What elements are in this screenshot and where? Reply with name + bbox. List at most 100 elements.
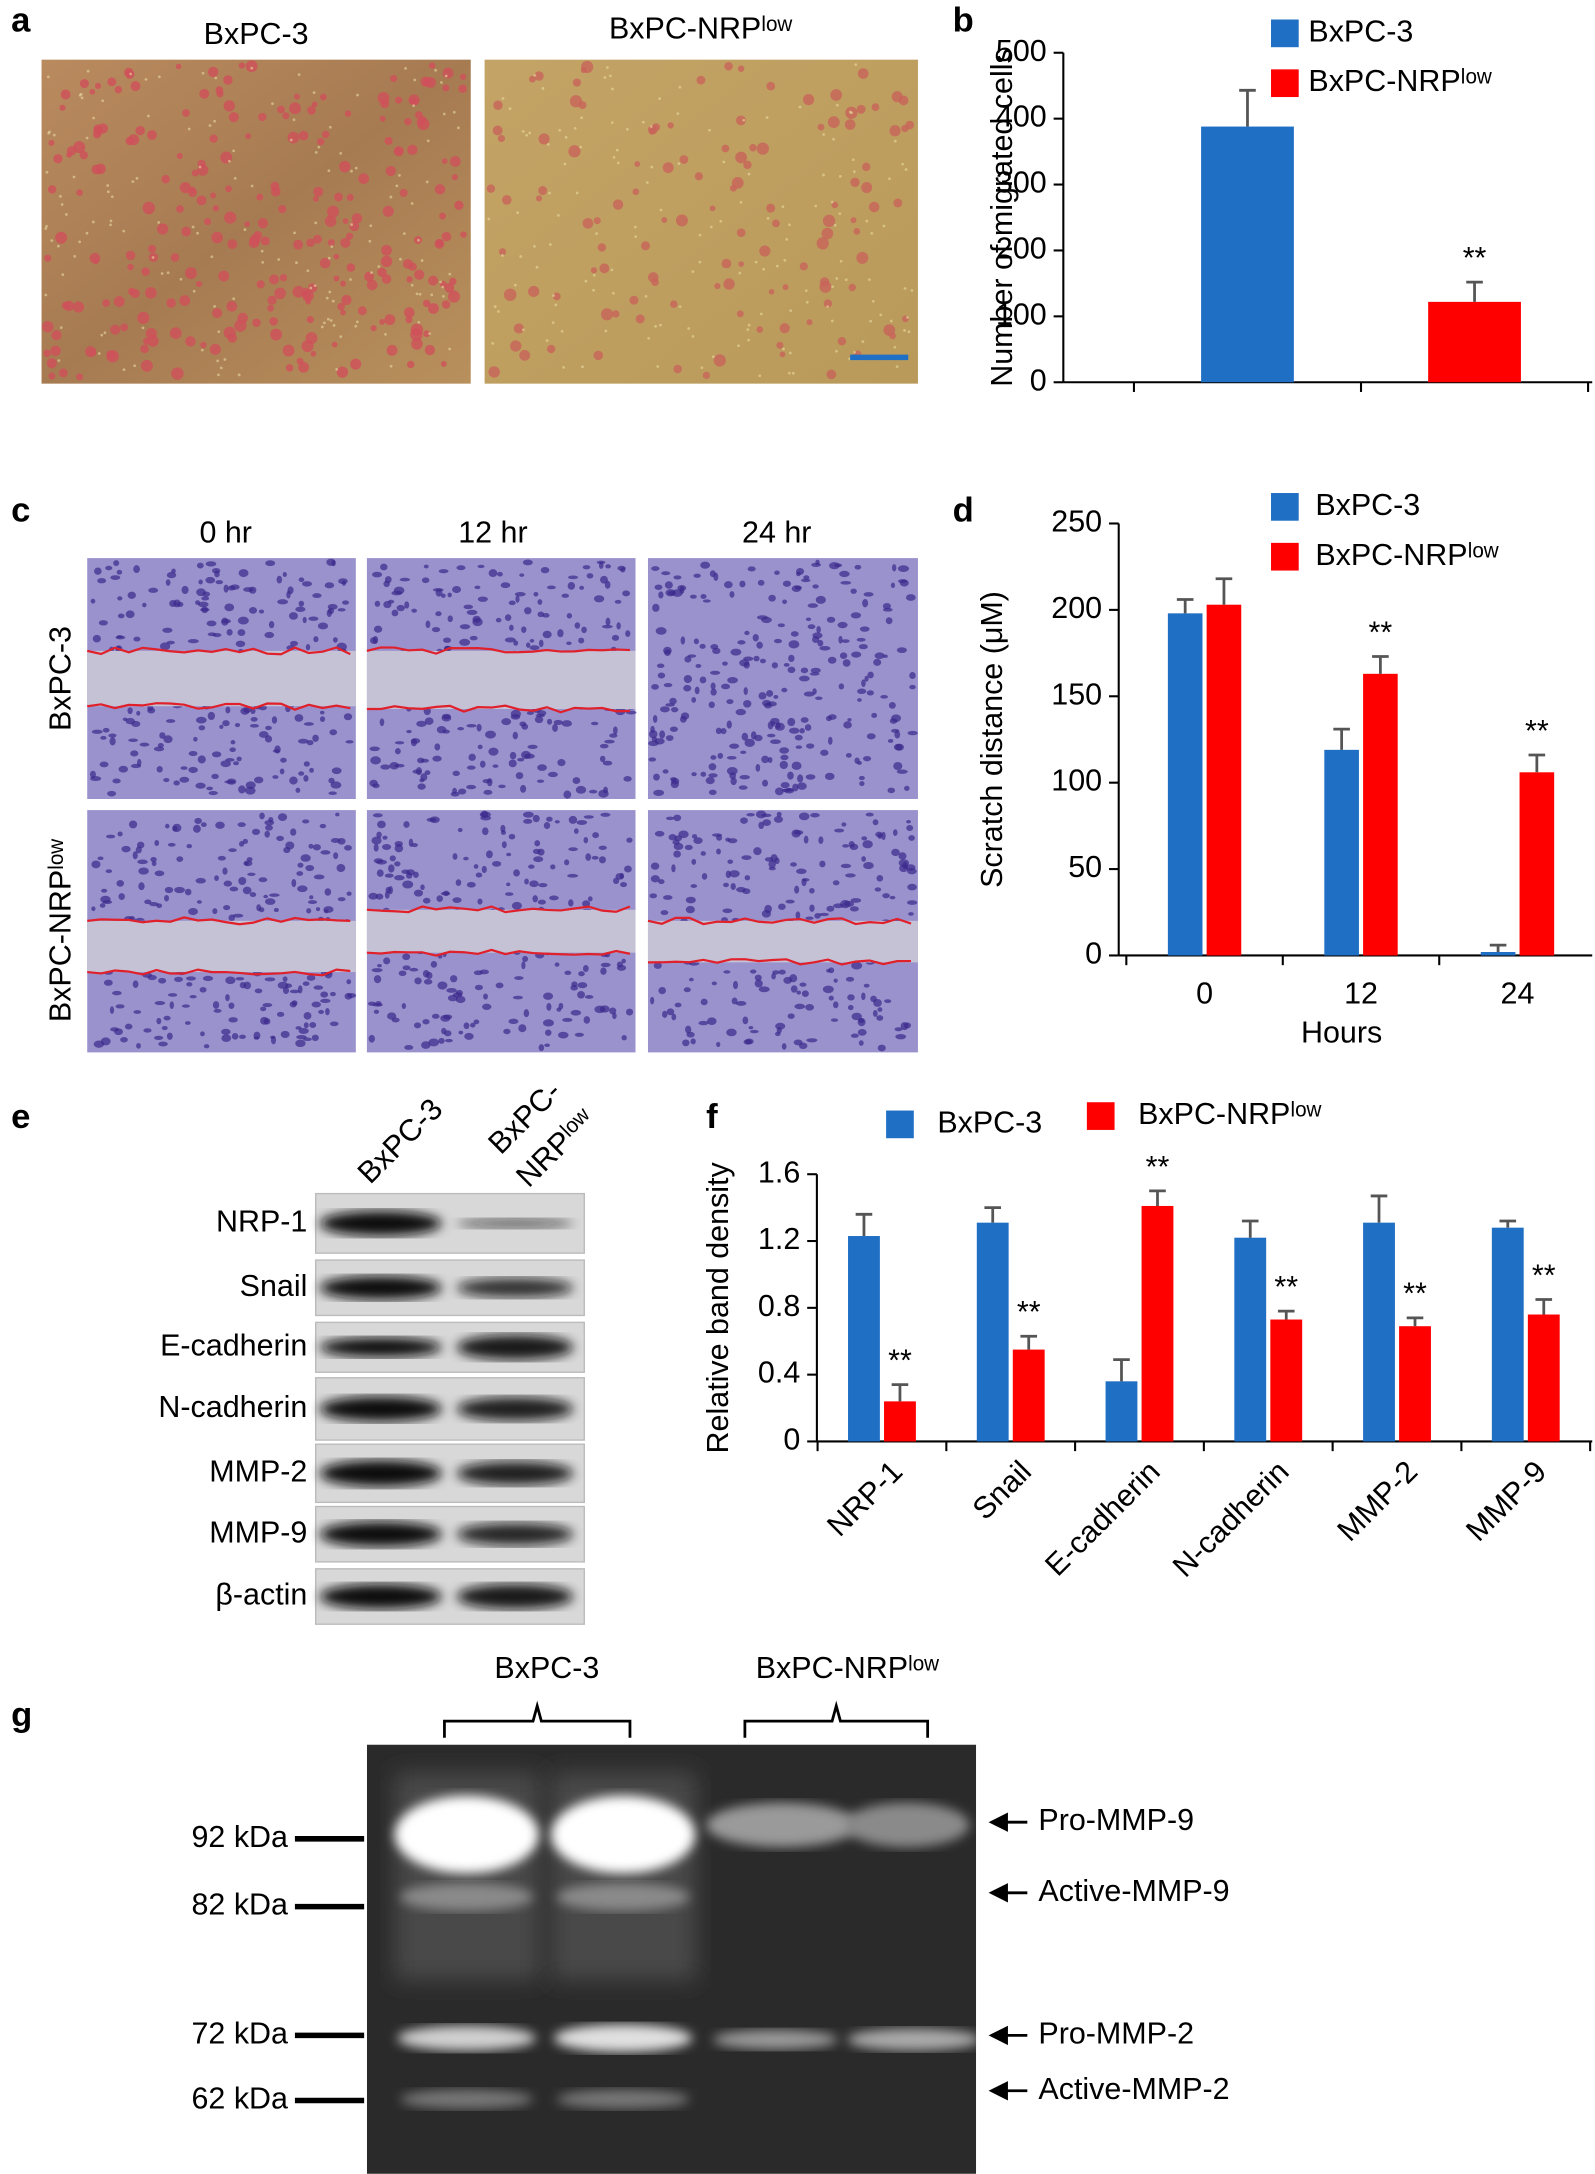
cell	[653, 773, 660, 781]
cell	[546, 1002, 552, 1011]
cell	[817, 639, 824, 647]
cell	[578, 637, 585, 644]
cell	[524, 878, 529, 885]
pore	[563, 162, 567, 166]
cell	[122, 717, 128, 722]
cell	[116, 569, 123, 575]
cell	[336, 366, 349, 378]
cell	[258, 112, 267, 122]
cell	[417, 783, 426, 790]
pore	[45, 170, 49, 174]
cell	[832, 880, 840, 886]
pore	[782, 347, 785, 351]
cell	[730, 648, 742, 656]
cell	[804, 724, 812, 731]
cell	[265, 824, 273, 831]
cell	[394, 763, 405, 768]
cell	[215, 580, 224, 585]
cell	[650, 862, 660, 870]
cell	[543, 822, 551, 830]
cell	[66, 151, 72, 158]
cell	[782, 284, 789, 291]
cell	[806, 319, 813, 326]
pore	[293, 231, 296, 235]
cell	[98, 620, 108, 626]
cell	[166, 640, 175, 645]
cell	[768, 289, 775, 295]
cell	[617, 565, 626, 571]
cell	[449, 277, 457, 286]
cell	[133, 565, 140, 574]
cell	[107, 77, 117, 87]
cell	[329, 1021, 339, 1027]
cell	[295, 1039, 306, 1048]
cell	[274, 287, 286, 300]
cell	[124, 67, 134, 78]
cell	[506, 852, 512, 857]
cell	[424, 717, 434, 725]
cell	[787, 666, 796, 674]
cell	[208, 66, 219, 78]
pore	[533, 244, 536, 248]
cell	[136, 1042, 141, 1049]
cell	[132, 851, 138, 860]
y-tick-label: 50	[1068, 850, 1102, 884]
pore	[135, 176, 139, 180]
x-tick-label: NRP-1	[821, 1454, 910, 1543]
pore	[78, 240, 82, 244]
cell	[115, 635, 126, 640]
pore	[410, 202, 414, 205]
cell	[714, 282, 721, 290]
cell	[466, 609, 478, 616]
cell	[483, 789, 493, 795]
pore	[410, 283, 414, 287]
pore	[80, 96, 84, 100]
cell	[537, 599, 543, 605]
cell	[844, 119, 856, 130]
cell	[130, 750, 139, 757]
cell	[898, 95, 909, 106]
cell	[754, 734, 763, 742]
cell	[277, 813, 288, 822]
cell	[165, 823, 170, 829]
pore	[110, 195, 114, 199]
cell	[222, 720, 230, 727]
cell	[819, 645, 831, 651]
cell	[873, 658, 882, 666]
cell	[890, 582, 896, 589]
pore	[903, 329, 906, 332]
cell	[691, 834, 698, 839]
y-tick-label: 0.4	[758, 1356, 800, 1390]
cell	[346, 891, 352, 896]
cell	[762, 819, 771, 826]
cell	[907, 883, 917, 891]
pore	[60, 203, 64, 206]
cell	[394, 840, 403, 847]
cell	[794, 885, 800, 894]
cell	[173, 780, 180, 786]
bar	[884, 1401, 916, 1442]
pore	[519, 255, 523, 258]
cell	[439, 212, 446, 220]
cell	[376, 869, 384, 877]
cell	[313, 985, 324, 990]
cell	[450, 975, 458, 983]
pore	[370, 271, 373, 275]
pore	[46, 75, 50, 79]
pore	[835, 349, 838, 353]
cell	[265, 560, 276, 567]
cell	[116, 880, 125, 887]
cell	[792, 783, 799, 792]
x-tick-label: Snail	[966, 1454, 1038, 1526]
cell	[843, 900, 855, 907]
cell	[600, 812, 611, 817]
cell	[324, 215, 337, 227]
pore	[611, 87, 614, 91]
cell	[399, 577, 411, 582]
cell	[713, 354, 726, 367]
pore	[552, 294, 555, 298]
cell	[725, 870, 732, 879]
cell	[273, 907, 279, 913]
cell	[438, 1037, 445, 1044]
cell	[238, 876, 247, 885]
